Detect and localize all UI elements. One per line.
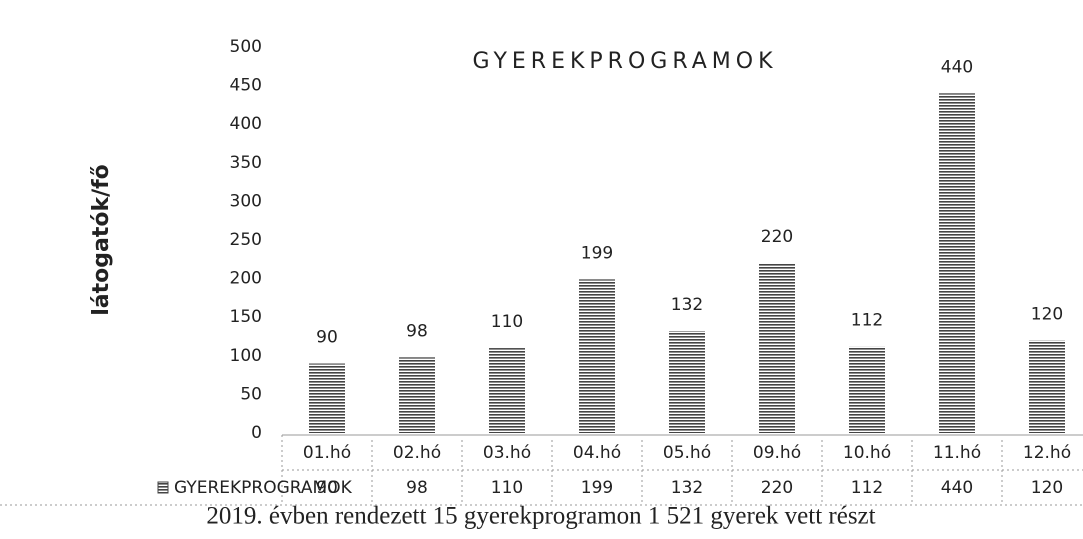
- data-label: 199: [581, 243, 613, 263]
- data-label: 220: [761, 227, 793, 247]
- x-tick-label: 10.hó: [843, 443, 891, 463]
- x-tick-label: 04.hó: [573, 443, 621, 463]
- y-tick-label: 450: [230, 76, 262, 96]
- bar: [759, 263, 795, 433]
- y-tick-label: 150: [230, 307, 262, 327]
- y-tick-label: 350: [230, 153, 262, 173]
- x-tick-label: 11.hó: [933, 443, 981, 463]
- data-label: 110: [491, 312, 523, 332]
- bar: [579, 279, 615, 433]
- bar: [489, 348, 525, 433]
- table-value: 112: [851, 478, 883, 498]
- table-value: 220: [761, 478, 793, 498]
- caption: 2019. évben rendezett 15 gyerekprogramon…: [206, 503, 875, 530]
- bar: [1029, 340, 1065, 433]
- bar: [669, 331, 705, 433]
- data-label: 90: [316, 328, 338, 348]
- y-tick-label: 0: [251, 423, 262, 443]
- table-value: 120: [1031, 478, 1063, 498]
- x-tick-label: 05.hó: [663, 443, 711, 463]
- bar: [849, 346, 885, 433]
- y-tick-label: 50: [240, 384, 262, 404]
- legend-label: GYEREKPROGRAMOK: [174, 478, 353, 498]
- y-tick-label: 400: [230, 114, 262, 134]
- table-value: 110: [491, 478, 523, 498]
- y-tick-label: 500: [230, 37, 262, 57]
- y-axis-label: látogatók/fő: [89, 164, 114, 316]
- bar: [399, 357, 435, 433]
- y-tick-label: 300: [230, 191, 262, 211]
- table-value: 90: [316, 478, 338, 498]
- x-tick-label: 09.hó: [753, 443, 801, 463]
- legend-key: [157, 481, 169, 494]
- x-tick-label: 02.hó: [393, 443, 441, 463]
- x-tick-label: 03.hó: [483, 443, 531, 463]
- data-label: 132: [671, 295, 703, 315]
- bar: [309, 363, 345, 433]
- data-label: 98: [406, 321, 428, 341]
- y-tick-label: 100: [230, 346, 262, 366]
- table-value: 440: [941, 478, 973, 498]
- y-tick-label: 250: [230, 230, 262, 250]
- x-tick-label: 01.hó: [303, 443, 351, 463]
- data-label: 440: [941, 57, 973, 77]
- x-tick-label: 12.hó: [1023, 443, 1071, 463]
- data-label: 120: [1031, 304, 1063, 324]
- data-label: 112: [851, 311, 883, 331]
- bar: [939, 93, 975, 433]
- chart-title: GYEREKPROGRAMOK: [473, 49, 778, 74]
- y-tick-label: 200: [230, 269, 262, 289]
- table-value: 132: [671, 478, 703, 498]
- table-value: 98: [406, 478, 428, 498]
- table-value: 199: [581, 478, 613, 498]
